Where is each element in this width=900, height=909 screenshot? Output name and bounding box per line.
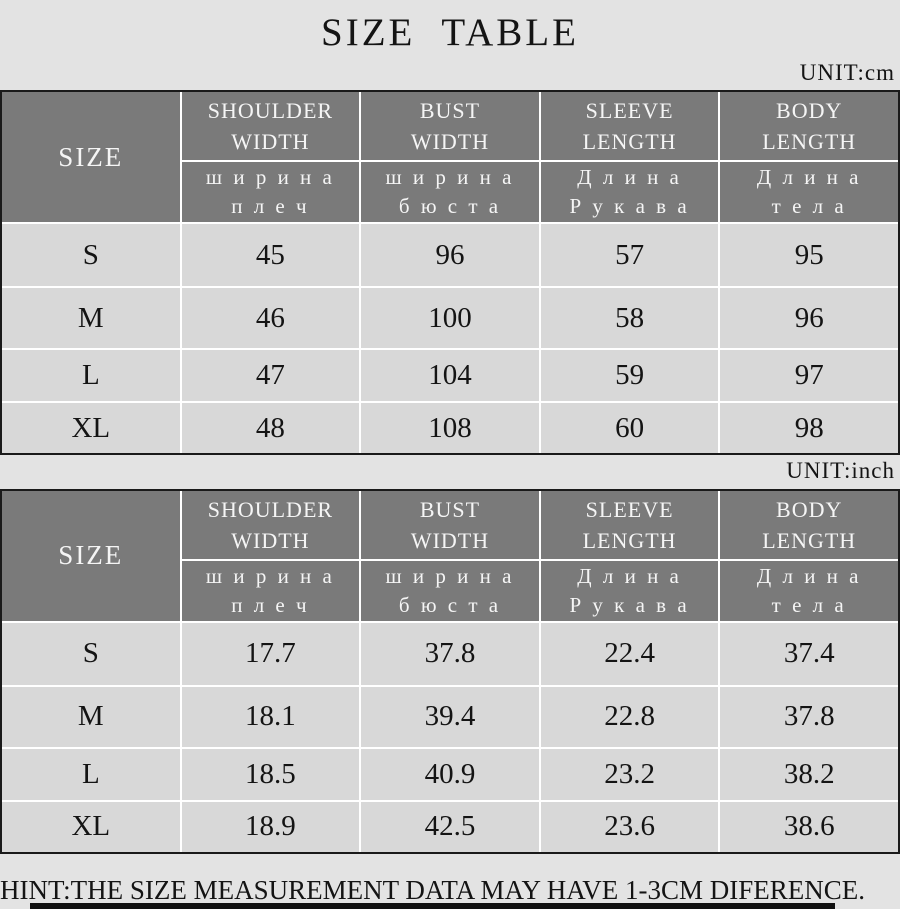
column-header-line: ш и р и н а (205, 563, 335, 588)
column-header-line: Д л и н а (577, 165, 682, 190)
table-cell: 46 (181, 288, 360, 349)
size-column-header: SIZE (2, 92, 180, 223)
table-cell: 98 (720, 403, 898, 454)
column-header-line: LENGTH (582, 129, 677, 155)
column-header-line: п л е ч (231, 194, 310, 219)
column-header-line: WIDTH (410, 129, 490, 155)
table-cell: 48 (181, 403, 360, 454)
table-cell: 38.6 (720, 801, 898, 852)
column-header-sleeve-length-ru: Д л и н а Р у к а в а (540, 162, 719, 223)
column-header-line: BUST (419, 98, 481, 124)
size-column-header: SIZE (2, 490, 180, 621)
column-header-line: т е л а (771, 194, 847, 219)
table-cell: 59 (540, 350, 719, 402)
unit-inch-label: UNIT:inch (786, 458, 895, 484)
column-header-line: Д л и н а (756, 563, 862, 588)
table-cell: 40.9 (361, 748, 539, 800)
table-cell: 37.8 (361, 622, 539, 685)
table-cell: 39.4 (361, 686, 539, 747)
page-title: SIZE TABLE (321, 11, 579, 54)
table-cell: 23.6 (540, 801, 719, 852)
column-header-shoulder-width-ru: ш и р и н а п л е ч (181, 162, 360, 223)
table-cell: 22.8 (540, 686, 719, 747)
table-cell: 18.9 (181, 801, 360, 852)
column-header-line: SHOULDER (207, 496, 334, 522)
table-cell: 108 (361, 403, 539, 454)
column-header-bust-width: BUST WIDTH (361, 92, 539, 161)
column-header-bust-width-ru: ш и р и н а б ю с т а (361, 162, 539, 223)
table-cell: 60 (540, 403, 719, 454)
column-header-line: б ю с т а (398, 194, 502, 219)
column-header-body-length-ru: Д л и н а т е л а (720, 162, 898, 223)
column-header-line: т е л а (771, 592, 847, 617)
column-header-line: б ю с т а (398, 592, 502, 617)
column-header-bust-width: BUST WIDTH (361, 490, 539, 559)
size-label-cell: L (2, 748, 180, 800)
size-label-cell: L (2, 350, 180, 402)
table-cell: 42.5 (361, 801, 539, 852)
size-label-cell: XL (2, 801, 180, 852)
column-header-line: LENGTH (762, 527, 857, 553)
table-cell: 18.5 (181, 748, 360, 800)
column-header-line: п л е ч (231, 592, 310, 617)
table-cell: 17.7 (181, 622, 360, 685)
column-header-line: WIDTH (410, 527, 490, 553)
column-header-body-length: BODY LENGTH (720, 92, 898, 161)
column-header-shoulder-width: SHOULDER WIDTH (181, 92, 360, 161)
size-table-inch: SIZE SHOULDER WIDTH BUST WIDTH SLEEVE LE… (0, 488, 900, 854)
size-label-cell: M (2, 686, 180, 747)
table-cell: 37.8 (720, 686, 898, 747)
column-header-body-length-ru: Д л и н а т е л а (720, 560, 898, 621)
column-header-line: ш и р и н а (205, 165, 335, 190)
unit-cm-label: UNIT:cm (799, 59, 895, 85)
column-header-line: Р у к а в а (569, 194, 690, 219)
column-header-line: Д л и н а (756, 165, 862, 190)
table-cell: 22.4 (540, 622, 719, 685)
column-header-line: WIDTH (231, 527, 310, 553)
column-header-line: SHOULDER (207, 98, 334, 124)
column-header-bust-width-ru: ш и р и н а б ю с т а (361, 560, 539, 621)
column-header-shoulder-width: SHOULDER WIDTH (181, 490, 360, 559)
column-header-sleeve-length-ru: Д л и н а Р у к а в а (540, 560, 719, 621)
table-cell: 18.1 (181, 686, 360, 747)
column-header-body-length: BODY LENGTH (720, 490, 898, 559)
size-label-cell: XL (2, 403, 180, 454)
hint-text: HINT:THE SIZE MEASUREMENT DATA MAY HAVE … (0, 874, 866, 905)
column-header-line: ш и р и н а (385, 563, 515, 588)
table-cell: 23.2 (540, 748, 719, 800)
table-cell: 96 (720, 288, 898, 349)
column-header-line: Р у к а в а (569, 592, 690, 617)
table-cell: 58 (540, 288, 719, 349)
column-header-line: LENGTH (582, 527, 677, 553)
table-cell: 45 (181, 224, 360, 287)
table-cell: 95 (720, 224, 898, 287)
column-header-sleeve-length: SLEEVE LENGTH (540, 92, 719, 161)
column-header-line: BODY (776, 98, 843, 124)
cropped-next-section-bar (30, 903, 835, 909)
table-cell: 104 (361, 350, 539, 402)
column-header-shoulder-width-ru: ш и р и н а п л е ч (181, 560, 360, 621)
table-cell: 57 (540, 224, 719, 287)
size-table-cm: SIZE SHOULDER WIDTH BUST WIDTH SLEEVE LE… (0, 90, 900, 456)
column-header-line: ш и р и н а (385, 165, 515, 190)
table-cell: 100 (361, 288, 539, 349)
column-header-line: LENGTH (762, 129, 857, 155)
column-header-line: Д л и н а (577, 563, 682, 588)
size-label-cell: S (2, 622, 180, 685)
size-label-cell: S (2, 224, 180, 287)
size-label-cell: M (2, 288, 180, 349)
table-cell: 37.4 (720, 622, 898, 685)
column-header-line: SLEEVE (585, 98, 674, 124)
column-header-line: WIDTH (231, 129, 310, 155)
column-header-sleeve-length: SLEEVE LENGTH (540, 490, 719, 559)
column-header-line: SLEEVE (585, 496, 674, 522)
table-cell: 47 (181, 350, 360, 402)
table-cell: 38.2 (720, 748, 898, 800)
table-cell: 97 (720, 350, 898, 402)
table-cell: 96 (361, 224, 539, 287)
column-header-line: BUST (419, 496, 481, 522)
column-header-line: BODY (776, 496, 843, 522)
